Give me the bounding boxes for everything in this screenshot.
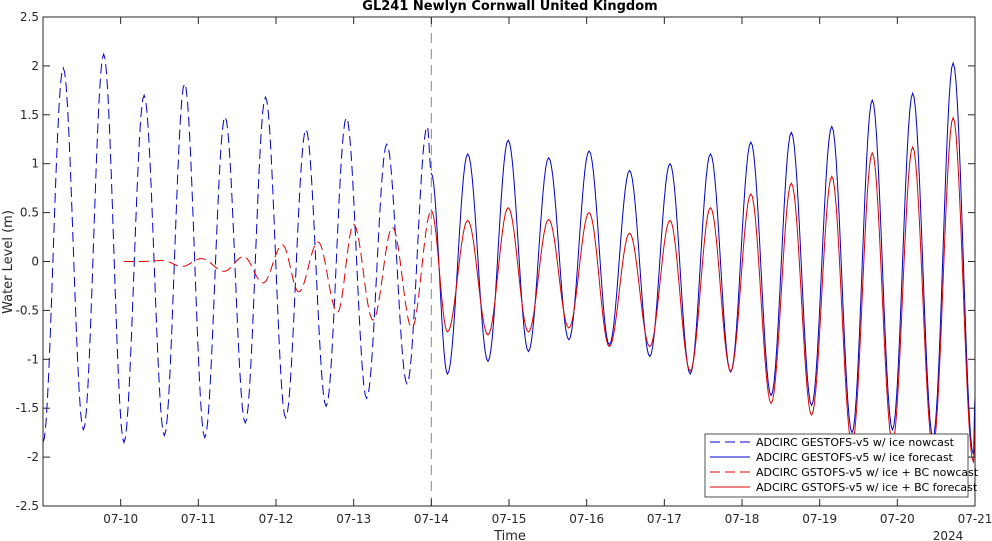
x-tick-label: 07-20 — [880, 512, 915, 526]
x-tick-label: 07-12 — [259, 512, 294, 526]
legend-label-2: ADCIRC GESTOFS-v5 w/ ice forecast — [756, 451, 954, 464]
y-tick-label: 2 — [31, 59, 39, 73]
y-axis: -2.5 -2 -1.5 -1 -0.5 0 0.5 1 1.5 2 2.5 — [16, 10, 975, 513]
series-layer — [42, 52, 976, 464]
x-tick-label: 07-10 — [103, 512, 138, 526]
year-label: 2024 — [933, 529, 964, 541]
plot-area — [43, 17, 975, 506]
x-tick-label: 07-19 — [802, 512, 837, 526]
x-tick-label: 07-21 — [958, 512, 992, 526]
y-tick-label: 2.5 — [20, 10, 39, 24]
y-tick-label: -0.5 — [16, 303, 39, 317]
y-tick-label: 0 — [31, 255, 39, 269]
series-line-1 — [42, 52, 432, 445]
y-tick-label: -1.5 — [16, 401, 39, 415]
series-line-4 — [430, 116, 976, 464]
y-tick-label: 1 — [31, 157, 39, 171]
legend-label-4: ADCIRC GSTOFS-v5 w/ ice + BC forecast — [756, 481, 978, 494]
x-tick-label: 07-11 — [181, 512, 216, 526]
x-axis: 07-10 07-11 07-12 07-13 07-14 07-15 07-16 07-17… — [103, 17, 992, 526]
x-tick-label: 07-13 — [336, 512, 371, 526]
y-tick-label: 1.5 — [20, 108, 39, 122]
y-axis-title: Water Level (m) — [1, 210, 16, 314]
y-tick-label: -1 — [27, 352, 39, 366]
y-tick-label: 0.5 — [20, 206, 39, 220]
y-tick-label: -2.5 — [16, 499, 39, 513]
x-tick-label: 07-18 — [725, 512, 760, 526]
legend-label-1: ADCIRC GESTOFS-v5 w/ ice nowcast — [756, 436, 955, 449]
series-line-3 — [123, 210, 432, 329]
chart-title: GL241 Newlyn Cornwall United Kingdom — [362, 0, 657, 14]
legend: ADCIRC GESTOFS-v5 w/ ice nowcast ADCIRC G… — [704, 433, 979, 498]
x-tick-label: 07-16 — [569, 512, 604, 526]
x-axis-title: Time — [493, 529, 526, 541]
x-tick-label: 07-14 — [414, 512, 449, 526]
x-tick-label: 07-15 — [492, 512, 527, 526]
y-tick-label: -2 — [27, 450, 39, 464]
x-tick-label: 07-17 — [647, 512, 682, 526]
legend-label-3: ADCIRC GSTOFS-v5 w/ ice + BC nowcast — [756, 466, 979, 479]
